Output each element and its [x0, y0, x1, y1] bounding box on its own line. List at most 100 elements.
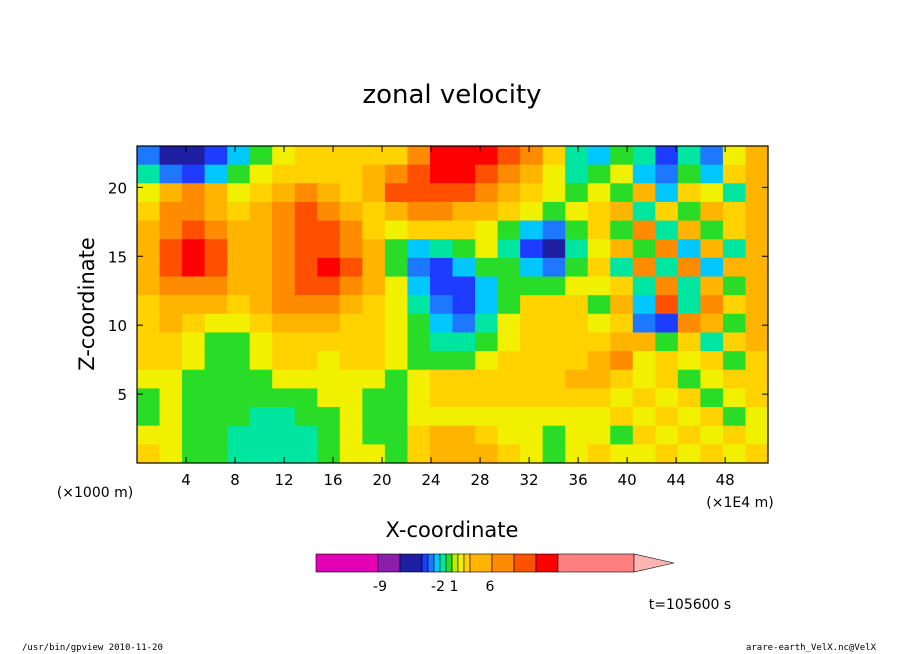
heatmap-cell [475, 369, 499, 390]
heatmap-cell [677, 332, 701, 352]
heatmap-cell [677, 444, 701, 463]
heatmap-cell [677, 146, 701, 166]
heatmap-cell [204, 201, 228, 222]
heatmap-cell [204, 295, 228, 315]
heatmap-cell [317, 183, 341, 203]
heatmap-cell [520, 146, 544, 166]
heatmap-cell [520, 444, 544, 463]
heatmap-cell [745, 201, 768, 222]
heatmap-cell [249, 201, 273, 222]
heatmap-cell [227, 146, 251, 166]
heatmap-cell [677, 201, 701, 222]
heatmap-cell [700, 295, 724, 315]
heatmap-cell [700, 369, 724, 390]
heatmap-cell [655, 369, 679, 390]
heatmap-cell [542, 201, 566, 222]
heatmap-cell [429, 332, 454, 352]
heatmap-cell [587, 369, 611, 390]
heatmap-cell [655, 201, 679, 222]
heatmap-cell [475, 257, 499, 278]
heatmap-cell [294, 332, 318, 352]
heatmap-cell [362, 220, 386, 240]
heatmap-cell [407, 257, 431, 278]
heatmap-cell [272, 183, 296, 203]
heatmap-cell [655, 407, 679, 427]
heatmap-cell [700, 276, 724, 296]
heatmap-cell [294, 388, 318, 408]
heatmap-cell [272, 351, 296, 371]
heatmap-cell [339, 220, 363, 240]
heatmap-cell [565, 388, 589, 408]
heatmap-cell [317, 146, 341, 166]
heatmap-cell [137, 444, 161, 463]
plot-area [137, 146, 768, 463]
heatmap-cell [700, 183, 724, 203]
colorbar-segment [491, 553, 515, 573]
heatmap-cell [384, 295, 409, 315]
heatmap-cell [542, 164, 566, 184]
heatmap-cell [677, 239, 701, 259]
colorbar-tick-label: -2 [431, 579, 445, 595]
heatmap-cell [677, 164, 701, 184]
heatmap-cell [475, 146, 499, 166]
heatmap-cell [610, 332, 634, 352]
heatmap-cell [249, 220, 273, 240]
colorbar-extend-arrow [633, 553, 675, 573]
heatmap-cell [384, 444, 409, 463]
heatmap-cell [294, 201, 318, 222]
heatmap-cell [565, 164, 589, 184]
heatmap-cell [587, 220, 611, 240]
heatmap-cell [317, 332, 341, 352]
heatmap-cell [722, 351, 747, 371]
heatmap-cell [632, 351, 656, 371]
x-tick-label: 8 [230, 471, 240, 489]
heatmap-cell [632, 164, 656, 184]
heatmap-cell [745, 407, 768, 427]
heatmap-cell [610, 146, 634, 166]
heatmap-cell [317, 257, 341, 278]
heatmap-cell [565, 276, 589, 296]
heatmap-cell [429, 407, 454, 427]
heatmap-cell [407, 388, 431, 408]
heatmap-cell [362, 239, 386, 259]
heatmap-cell [722, 407, 747, 427]
heatmap-cell [452, 407, 476, 427]
heatmap-cell [677, 295, 701, 315]
heatmap-cell [317, 425, 341, 445]
heatmap-cell [542, 351, 566, 371]
heatmap-cell [587, 425, 611, 445]
heatmap-cell [610, 239, 634, 259]
heatmap-cell [542, 313, 566, 334]
heatmap-cell [700, 201, 724, 222]
heatmap-cell [362, 201, 386, 222]
heatmap-cell [452, 332, 476, 352]
heatmap-cell [204, 146, 228, 166]
heatmap-cell [317, 220, 341, 240]
heatmap-cell [655, 332, 679, 352]
heatmap-cell [587, 388, 611, 408]
footer-right: arare-earth_VelX.nc@VelX [746, 643, 877, 653]
y-tick-label: 15 [108, 248, 127, 266]
heatmap-cell [497, 332, 521, 352]
heatmap-cell [317, 407, 341, 427]
heatmap-cell [204, 332, 228, 352]
heatmap-cell [362, 351, 386, 371]
heatmap-cell [452, 276, 476, 296]
heatmap-cell [317, 276, 341, 296]
heatmap-cell [362, 183, 386, 203]
heatmap-cell [272, 220, 296, 240]
heatmap-cell [227, 351, 251, 371]
heatmap-cell [249, 183, 273, 203]
heatmap-cell [272, 369, 296, 390]
heatmap-cell [182, 146, 206, 166]
heatmap-cell [159, 239, 183, 259]
heatmap-cell [745, 425, 768, 445]
heatmap-cell [407, 183, 431, 203]
heatmap-cell [677, 388, 701, 408]
heatmap-cell [632, 239, 656, 259]
heatmap-cell [204, 407, 228, 427]
heatmap-cell [182, 313, 206, 334]
heatmap-cell [475, 351, 499, 371]
time-label: t=105600 s [649, 597, 731, 613]
heatmap-cell [362, 388, 386, 408]
